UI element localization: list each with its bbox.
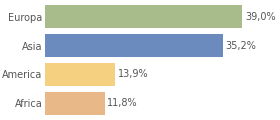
Text: 11,8%: 11,8% xyxy=(107,98,138,108)
Text: 13,9%: 13,9% xyxy=(118,69,149,79)
Bar xyxy=(45,34,223,57)
Bar xyxy=(45,5,242,28)
Text: 39,0%: 39,0% xyxy=(245,12,276,22)
Bar xyxy=(45,92,105,115)
Bar xyxy=(45,63,115,86)
Text: 35,2%: 35,2% xyxy=(226,41,257,51)
